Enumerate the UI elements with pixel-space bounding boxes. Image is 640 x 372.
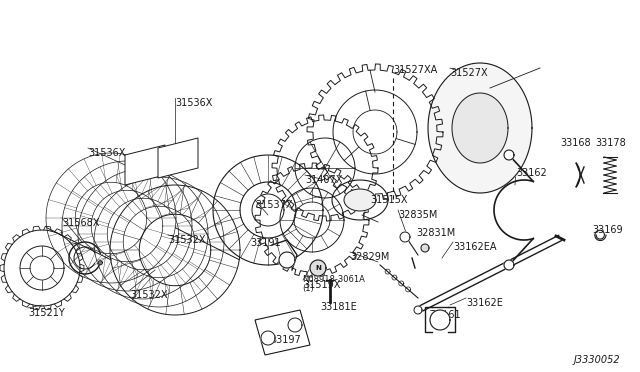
Text: 33161: 33161 — [430, 310, 461, 320]
Text: 33162: 33162 — [516, 168, 547, 178]
Polygon shape — [400, 232, 410, 242]
Text: 31515X: 31515X — [370, 195, 408, 205]
Polygon shape — [125, 145, 165, 185]
Text: 32835M: 32835M — [398, 210, 437, 220]
Text: 31536X: 31536X — [88, 148, 125, 158]
Text: 33191: 33191 — [250, 238, 280, 248]
Polygon shape — [99, 261, 102, 265]
Text: 31527XA: 31527XA — [393, 65, 437, 75]
Text: 31532X: 31532X — [130, 290, 168, 300]
Polygon shape — [261, 331, 275, 345]
Polygon shape — [428, 63, 532, 193]
Text: 33178: 33178 — [595, 138, 626, 148]
Polygon shape — [414, 306, 422, 314]
Polygon shape — [158, 138, 198, 178]
Text: 31527X: 31527X — [450, 68, 488, 78]
Text: 33169: 33169 — [592, 225, 623, 235]
Text: 31407X: 31407X — [305, 175, 342, 185]
Text: 32831M: 32831M — [416, 228, 455, 238]
Text: 33197: 33197 — [270, 335, 301, 345]
Text: N: N — [315, 265, 321, 271]
Polygon shape — [288, 318, 302, 332]
Polygon shape — [504, 260, 514, 270]
Text: 31521Y: 31521Y — [28, 308, 65, 318]
Text: (1): (1) — [302, 284, 314, 293]
Text: 31519X: 31519X — [303, 280, 340, 290]
Text: 33162EA: 33162EA — [453, 242, 497, 252]
Text: 33168: 33168 — [560, 138, 591, 148]
Text: 31568X: 31568X — [62, 218, 99, 228]
Text: 32829M: 32829M — [350, 252, 389, 262]
Text: 31536X: 31536X — [175, 98, 212, 108]
Polygon shape — [255, 310, 310, 355]
Polygon shape — [20, 246, 64, 290]
Text: 33181E: 33181E — [320, 302, 356, 312]
Polygon shape — [344, 189, 376, 211]
Text: 31537X: 31537X — [255, 200, 292, 210]
Text: 31532X: 31532X — [168, 235, 205, 245]
Polygon shape — [421, 244, 429, 252]
Polygon shape — [310, 260, 326, 276]
Polygon shape — [279, 252, 295, 268]
Text: 33162E: 33162E — [466, 298, 503, 308]
Polygon shape — [452, 93, 508, 163]
Polygon shape — [504, 150, 514, 160]
Text: N08918-3061A: N08918-3061A — [302, 275, 365, 284]
Polygon shape — [430, 310, 450, 330]
Text: J3330052: J3330052 — [573, 355, 620, 365]
